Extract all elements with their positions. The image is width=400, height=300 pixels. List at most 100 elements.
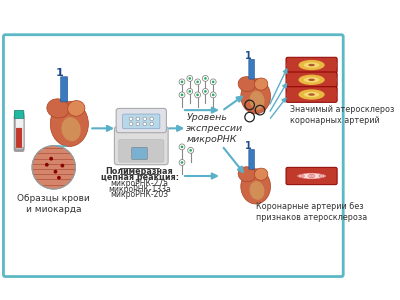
- Circle shape: [202, 76, 208, 81]
- Ellipse shape: [238, 167, 256, 182]
- Circle shape: [49, 157, 53, 160]
- FancyBboxPatch shape: [249, 59, 254, 79]
- Circle shape: [57, 176, 61, 180]
- Ellipse shape: [304, 77, 320, 83]
- Ellipse shape: [328, 76, 337, 84]
- Circle shape: [54, 170, 57, 174]
- Circle shape: [179, 144, 185, 150]
- FancyBboxPatch shape: [14, 111, 24, 119]
- Circle shape: [129, 122, 133, 126]
- Ellipse shape: [68, 100, 85, 116]
- Circle shape: [202, 88, 208, 94]
- Circle shape: [187, 76, 193, 81]
- Ellipse shape: [298, 89, 325, 100]
- FancyBboxPatch shape: [249, 149, 254, 169]
- Circle shape: [181, 161, 183, 164]
- Ellipse shape: [298, 60, 325, 70]
- Text: цепная реакция:: цепная реакция:: [100, 173, 178, 182]
- Ellipse shape: [298, 75, 325, 85]
- Ellipse shape: [250, 91, 264, 110]
- Ellipse shape: [308, 174, 315, 178]
- Text: 1: 1: [56, 68, 63, 78]
- Circle shape: [143, 117, 146, 121]
- Circle shape: [188, 90, 191, 93]
- FancyBboxPatch shape: [116, 108, 166, 133]
- FancyBboxPatch shape: [15, 115, 24, 149]
- Circle shape: [150, 117, 154, 121]
- Circle shape: [204, 77, 207, 80]
- Text: микроРНК-133а: микроРНК-133а: [108, 185, 171, 194]
- Circle shape: [45, 163, 49, 166]
- Circle shape: [179, 79, 185, 85]
- FancyBboxPatch shape: [286, 167, 337, 185]
- Ellipse shape: [286, 90, 295, 99]
- Circle shape: [181, 94, 183, 96]
- Circle shape: [188, 77, 191, 80]
- Circle shape: [181, 81, 183, 83]
- Text: 1: 1: [244, 141, 251, 151]
- Ellipse shape: [308, 64, 315, 66]
- Ellipse shape: [297, 173, 326, 179]
- FancyBboxPatch shape: [286, 87, 337, 102]
- Ellipse shape: [238, 76, 256, 92]
- Circle shape: [212, 81, 214, 83]
- Circle shape: [60, 164, 64, 167]
- Text: 1: 1: [244, 51, 251, 61]
- Circle shape: [204, 90, 207, 93]
- Text: Полимеразная: Полимеразная: [106, 167, 174, 176]
- Ellipse shape: [328, 61, 337, 69]
- Ellipse shape: [241, 79, 270, 114]
- Ellipse shape: [321, 176, 323, 177]
- Text: Образцы крови
и миокарда: Образцы крови и миокарда: [17, 194, 90, 214]
- Circle shape: [179, 160, 185, 165]
- Circle shape: [150, 122, 154, 126]
- FancyBboxPatch shape: [15, 116, 24, 151]
- FancyBboxPatch shape: [123, 114, 160, 129]
- Ellipse shape: [298, 174, 304, 178]
- Ellipse shape: [50, 101, 88, 146]
- Circle shape: [195, 79, 200, 85]
- Circle shape: [187, 88, 193, 94]
- Circle shape: [189, 149, 192, 152]
- Ellipse shape: [286, 61, 295, 69]
- Circle shape: [32, 146, 76, 189]
- Ellipse shape: [308, 93, 315, 96]
- Text: микроРНК-27а: микроРНК-27а: [110, 179, 168, 188]
- FancyBboxPatch shape: [114, 127, 168, 165]
- Circle shape: [196, 81, 199, 83]
- Ellipse shape: [304, 62, 320, 68]
- Circle shape: [181, 146, 183, 148]
- Ellipse shape: [250, 181, 264, 200]
- Ellipse shape: [47, 99, 69, 118]
- Ellipse shape: [254, 78, 268, 90]
- Ellipse shape: [62, 117, 81, 141]
- Circle shape: [210, 92, 216, 98]
- Ellipse shape: [310, 176, 313, 177]
- FancyBboxPatch shape: [119, 140, 164, 162]
- Circle shape: [136, 122, 140, 126]
- Ellipse shape: [254, 168, 268, 180]
- Ellipse shape: [241, 169, 270, 204]
- Text: микроРНК-203: микроРНК-203: [110, 190, 168, 199]
- Ellipse shape: [304, 92, 320, 97]
- Ellipse shape: [286, 76, 295, 84]
- Ellipse shape: [319, 174, 325, 178]
- FancyBboxPatch shape: [61, 77, 68, 102]
- Circle shape: [195, 92, 200, 98]
- Ellipse shape: [300, 176, 302, 177]
- Text: Значимый атеросклероз
коронарных артерий: Значимый атеросклероз коронарных артерий: [290, 105, 395, 125]
- FancyBboxPatch shape: [132, 147, 147, 160]
- Circle shape: [210, 79, 216, 85]
- FancyBboxPatch shape: [286, 72, 337, 88]
- FancyBboxPatch shape: [15, 113, 24, 147]
- Circle shape: [143, 122, 146, 126]
- Ellipse shape: [308, 79, 315, 81]
- FancyBboxPatch shape: [16, 128, 22, 148]
- Circle shape: [188, 147, 194, 153]
- FancyBboxPatch shape: [4, 35, 343, 277]
- Circle shape: [196, 94, 199, 96]
- Circle shape: [212, 94, 214, 96]
- Circle shape: [179, 92, 185, 98]
- Text: Уровень
экспрессии
микроРНК: Уровень экспрессии микроРНК: [186, 113, 244, 144]
- Text: Коронарные артерии без
признаков атеросклероза: Коронарные артерии без признаков атероск…: [256, 202, 367, 223]
